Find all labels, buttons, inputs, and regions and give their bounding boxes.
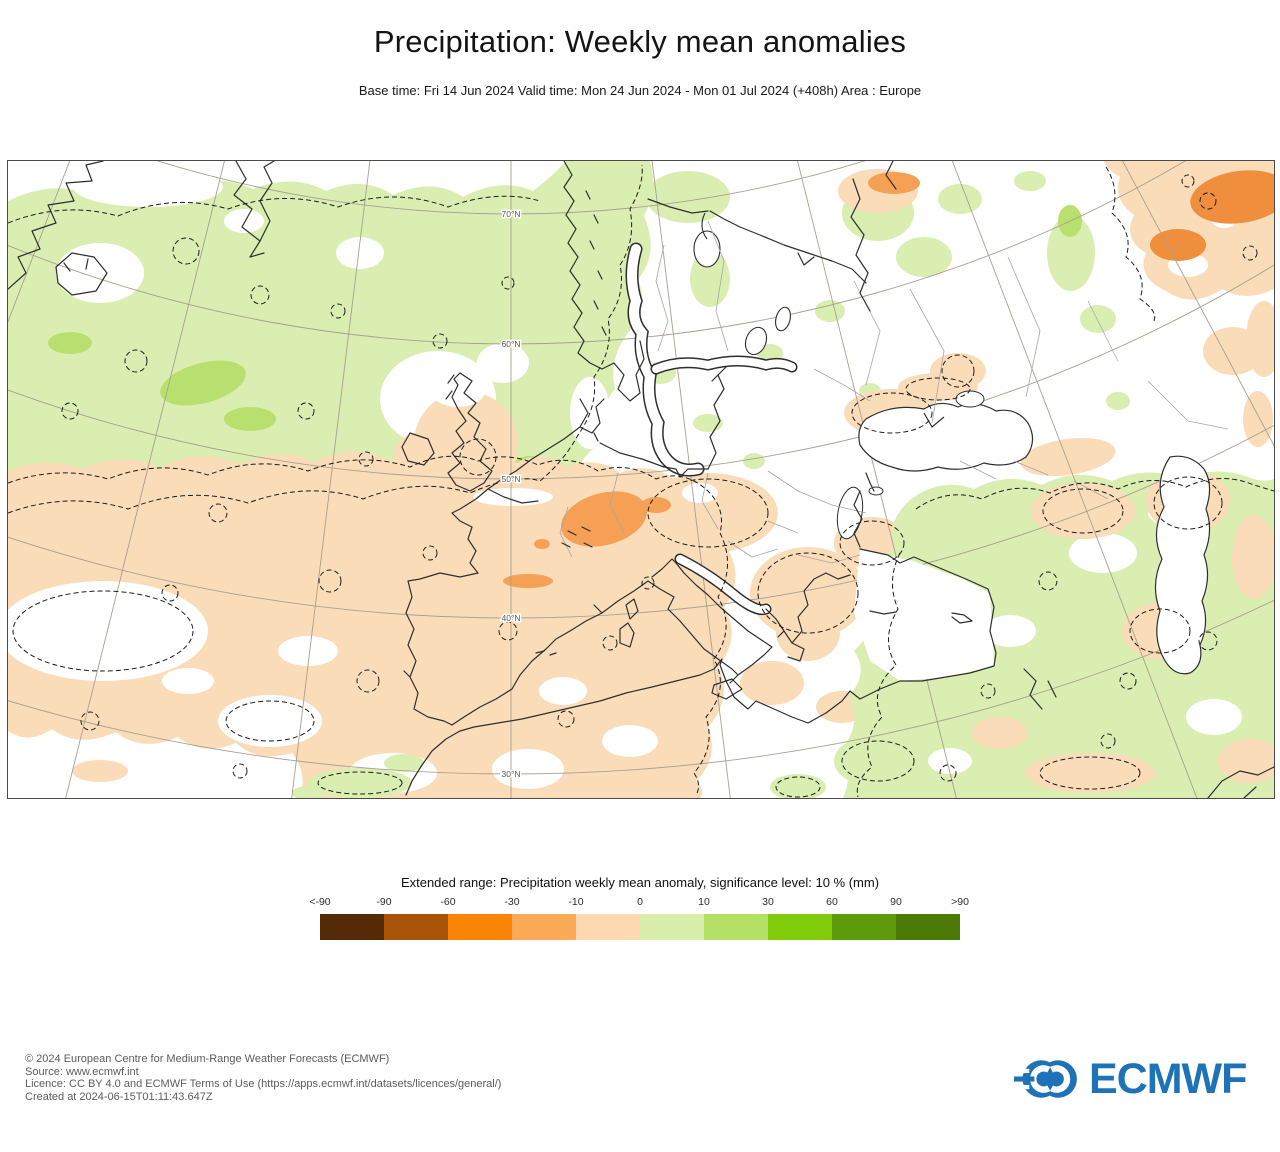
lat-label-70n: 70°N bbox=[502, 209, 521, 219]
legend-colorbar bbox=[320, 914, 960, 940]
ecmwf-logo-text: ECMWF bbox=[1089, 1054, 1247, 1103]
coastlines bbox=[8, 161, 1274, 798]
legend-tick: 90 bbox=[890, 896, 902, 908]
lat-label-30n: 30°N bbox=[502, 769, 521, 779]
graticule bbox=[8, 161, 1274, 798]
legend-tick: -10 bbox=[568, 896, 584, 908]
country-borders bbox=[559, 220, 1229, 564]
legend-tick: 0 bbox=[637, 896, 643, 908]
lat-label-40n: 40°N bbox=[502, 613, 521, 623]
positive-anomaly-regions bbox=[8, 161, 1186, 539]
legend-title: Extended range: Precipitation weekly mea… bbox=[400, 875, 880, 890]
page-title: Precipitation: Weekly mean anomalies bbox=[373, 24, 907, 59]
legend-color-segment bbox=[576, 914, 640, 940]
footer-attribution: © 2024 European Centre for Medium-Range … bbox=[25, 1053, 501, 1104]
legend-tick: 10 bbox=[698, 896, 710, 908]
page-subtitle: Base time: Fri 14 Jun 2024 Valid time: M… bbox=[358, 83, 922, 98]
weather-map: 70°N 60°N 50°N 40°N 30°N bbox=[7, 160, 1275, 799]
ecmwf-logo-icon bbox=[1014, 1060, 1077, 1098]
footer-line: Source: www.ecmwf.int bbox=[25, 1065, 139, 1078]
lat-label-50n: 50°N bbox=[502, 474, 521, 484]
legend-color-segment bbox=[512, 914, 576, 940]
weather-map-canvas: 70°N 60°N 50°N 40°N 30°N bbox=[8, 161, 1274, 798]
legend-tick: -60 bbox=[440, 896, 456, 908]
legend-tick: -90 bbox=[376, 896, 392, 908]
graticule-labels: 70°N 60°N 50°N 40°N 30°N bbox=[500, 208, 522, 781]
legend-color-segment bbox=[448, 914, 512, 940]
footer-line: Created at 2024-06-15T01:11:43.647Z bbox=[25, 1091, 213, 1104]
legend-color-segment bbox=[640, 914, 704, 940]
legend-color-segment bbox=[704, 914, 768, 940]
legend-tick: 30 bbox=[762, 896, 774, 908]
strong-negative-patches-ne bbox=[1150, 170, 1274, 261]
legend-tick: <-90 bbox=[309, 896, 331, 908]
legend-color-segment bbox=[896, 914, 960, 940]
legend-color-segment bbox=[384, 914, 448, 940]
legend-color-segment bbox=[768, 914, 832, 940]
footer-line: © 2024 European Centre for Medium-Range … bbox=[25, 1053, 390, 1065]
lat-label-60n: 60°N bbox=[502, 339, 521, 349]
legend-ticks: <-90 -90 -60 -30 -10 0 10 30 60 90 >90 bbox=[309, 896, 969, 910]
footer-line: Licence: CC BY 4.0 and ECMWF Terms of Us… bbox=[25, 1078, 502, 1091]
legend-color-segment bbox=[320, 914, 384, 940]
ecmwf-logo: ECMWF bbox=[1014, 1054, 1247, 1103]
legend-color-segment bbox=[832, 914, 896, 940]
legend-tick: >90 bbox=[951, 896, 969, 908]
legend-tick: 60 bbox=[826, 896, 838, 908]
legend-tick: -30 bbox=[504, 896, 520, 908]
significance-contours bbox=[8, 164, 1274, 798]
